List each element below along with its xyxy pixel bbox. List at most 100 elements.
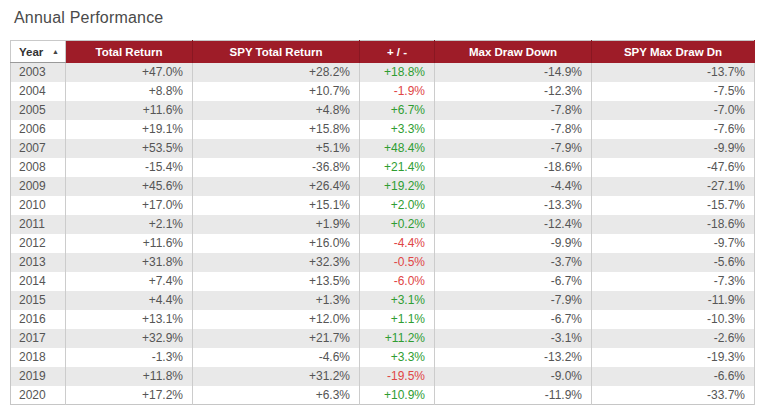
max-draw-down-cell: -7.9% (435, 139, 592, 158)
plus-minus-cell: +0.2% (360, 215, 435, 234)
spy-max-draw-down-cell: -9.7% (592, 234, 755, 253)
year-cell: 2011 (11, 215, 66, 234)
table-row: 2018-1.3%-4.6%+3.3%-13.2%-19.3% (11, 348, 755, 367)
max-draw-down-cell: -7.8% (435, 101, 592, 120)
total-return-cell: +19.1% (66, 120, 193, 139)
page-title: Annual Performance (14, 9, 768, 27)
spy-total-return-cell: -36.8% (193, 158, 360, 177)
plus-minus-cell: +10.9% (360, 386, 435, 405)
spy-total-return-cell: -4.6% (193, 348, 360, 367)
max-draw-down-cell: -7.9% (435, 291, 592, 310)
spy-total-return-cell: +12.0% (193, 310, 360, 329)
table-row: 2017+32.9%+21.7%+11.2%-3.1%-2.6% (11, 329, 755, 348)
spy-max-draw-down-cell: -7.6% (592, 120, 755, 139)
spy-max-draw-down-cell: -7.5% (592, 82, 755, 101)
column-header-spy-max-draw-dn[interactable]: SPY Max Draw Dn (592, 41, 755, 63)
max-draw-down-cell: -9.9% (435, 234, 592, 253)
spy-max-draw-down-cell: -33.7% (592, 386, 755, 405)
spy-max-draw-down-cell: -18.6% (592, 215, 755, 234)
plus-minus-cell: +3.1% (360, 291, 435, 310)
total-return-cell: +11.8% (66, 367, 193, 386)
table-row: 2011+2.1%+1.9%+0.2%-12.4%-18.6% (11, 215, 755, 234)
spy-total-return-cell: +1.3% (193, 291, 360, 310)
table-row: 2014+7.4%+13.5%-6.0%-6.7%-7.3% (11, 272, 755, 291)
spy-total-return-cell: +6.3% (193, 386, 360, 405)
spy-total-return-cell: +1.9% (193, 215, 360, 234)
year-cell: 2009 (11, 177, 66, 196)
plus-minus-cell: +11.2% (360, 329, 435, 348)
plus-minus-cell: -4.4% (360, 234, 435, 253)
spy-max-draw-down-cell: -15.7% (592, 196, 755, 215)
spy-total-return-cell: +16.0% (193, 234, 360, 253)
spy-max-draw-down-cell: -5.6% (592, 253, 755, 272)
spy-max-draw-down-cell: -19.3% (592, 348, 755, 367)
total-return-cell: +2.1% (66, 215, 193, 234)
spy-total-return-cell: +21.7% (193, 329, 360, 348)
max-draw-down-cell: -13.3% (435, 196, 592, 215)
total-return-cell: +4.4% (66, 291, 193, 310)
year-cell: 2006 (11, 120, 66, 139)
year-cell: 2018 (11, 348, 66, 367)
total-return-cell: +53.5% (66, 139, 193, 158)
year-cell: 2016 (11, 310, 66, 329)
total-return-cell: -1.3% (66, 348, 193, 367)
total-return-cell: +7.4% (66, 272, 193, 291)
year-cell: 2020 (11, 386, 66, 405)
spy-total-return-cell: +10.7% (193, 82, 360, 101)
plus-minus-cell: +3.3% (360, 348, 435, 367)
year-cell: 2014 (11, 272, 66, 291)
spy-max-draw-down-cell: -7.3% (592, 272, 755, 291)
column-header-max-draw-down[interactable]: Max Draw Down (435, 41, 592, 63)
spy-total-return-cell: +4.8% (193, 101, 360, 120)
plus-minus-cell: +19.2% (360, 177, 435, 196)
spy-total-return-cell: +15.1% (193, 196, 360, 215)
plus-minus-cell: -19.5% (360, 367, 435, 386)
table-row: 2008-15.4%-36.8%+21.4%-18.6%-47.6% (11, 158, 755, 177)
max-draw-down-cell: -3.7% (435, 253, 592, 272)
total-return-cell: +13.1% (66, 310, 193, 329)
spy-max-draw-down-cell: -2.6% (592, 329, 755, 348)
spy-max-draw-down-cell: -27.1% (592, 177, 755, 196)
table-row: 2003+47.0%+28.2%+18.8%-14.9%-13.7% (11, 63, 755, 82)
column-header-spy-total-return[interactable]: SPY Total Return (193, 41, 360, 63)
table-body: 2003+47.0%+28.2%+18.8%-14.9%-13.7%2004+8… (11, 63, 755, 405)
max-draw-down-cell: -13.2% (435, 348, 592, 367)
total-return-cell: +11.6% (66, 101, 193, 120)
spy-total-return-cell: +13.5% (193, 272, 360, 291)
column-header-year[interactable]: Year ▲ (11, 41, 66, 63)
column-header-plus-minus[interactable]: + / - (360, 41, 435, 63)
max-draw-down-cell: -4.4% (435, 177, 592, 196)
spy-total-return-cell: +26.4% (193, 177, 360, 196)
spy-total-return-cell: +28.2% (193, 63, 360, 82)
year-cell: 2017 (11, 329, 66, 348)
plus-minus-cell: -0.5% (360, 253, 435, 272)
spy-max-draw-down-cell: -9.9% (592, 139, 755, 158)
year-cell: 2015 (11, 291, 66, 310)
spy-total-return-cell: +15.8% (193, 120, 360, 139)
table-header: Year ▲ Total Return SPY Total Return + /… (11, 41, 755, 63)
spy-max-draw-down-cell: -10.3% (592, 310, 755, 329)
column-header-total-return[interactable]: Total Return (66, 41, 193, 63)
plus-minus-cell: +1.1% (360, 310, 435, 329)
spy-total-return-cell: +32.3% (193, 253, 360, 272)
column-header-year-label: Year (19, 46, 43, 58)
spy-total-return-cell: +5.1% (193, 139, 360, 158)
year-cell: 2012 (11, 234, 66, 253)
header-row: Year ▲ Total Return SPY Total Return + /… (11, 41, 755, 63)
total-return-cell: +11.6% (66, 234, 193, 253)
max-draw-down-cell: -18.6% (435, 158, 592, 177)
total-return-cell: +8.8% (66, 82, 193, 101)
table-row: 2005+11.6%+4.8%+6.7%-7.8%-7.0% (11, 101, 755, 120)
plus-minus-cell: -6.0% (360, 272, 435, 291)
spy-max-draw-down-cell: -47.6% (592, 158, 755, 177)
spy-max-draw-down-cell: -13.7% (592, 63, 755, 82)
max-draw-down-cell: -12.4% (435, 215, 592, 234)
table-row: 2009+45.6%+26.4%+19.2%-4.4%-27.1% (11, 177, 755, 196)
sort-ascending-icon: ▲ (52, 48, 59, 55)
spy-max-draw-down-cell: -7.0% (592, 101, 755, 120)
max-draw-down-cell: -14.9% (435, 63, 592, 82)
max-draw-down-cell: -3.1% (435, 329, 592, 348)
table-row: 2012+11.6%+16.0%-4.4%-9.9%-9.7% (11, 234, 755, 253)
total-return-cell: +17.2% (66, 386, 193, 405)
table-row: 2004+8.8%+10.7%-1.9%-12.3%-7.5% (11, 82, 755, 101)
